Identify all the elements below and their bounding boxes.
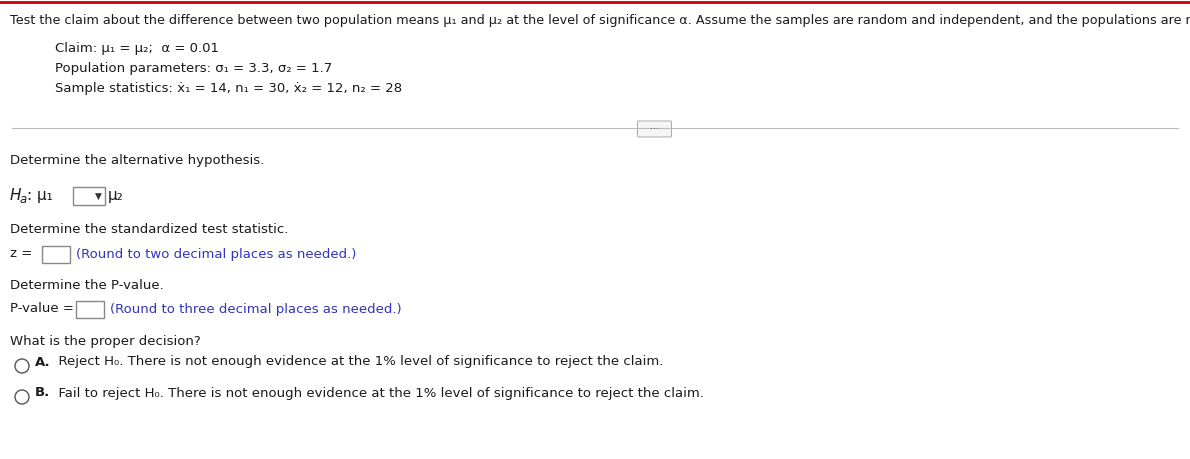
Text: Determine the alternative hypothesis.: Determine the alternative hypothesis.: [10, 154, 264, 167]
Text: a: a: [20, 193, 27, 206]
Text: Determine the P-value.: Determine the P-value.: [10, 279, 164, 292]
Bar: [42, 246, 70, 263]
Text: ···: ···: [650, 124, 659, 134]
Text: μ₂: μ₂: [108, 188, 124, 203]
Text: Reject H₀. There is not enough evidence at the 1% level of significance to rejec: Reject H₀. There is not enough evidence …: [50, 356, 663, 369]
Bar: [76, 301, 104, 318]
Bar: [73, 187, 105, 205]
Text: z =: z =: [10, 247, 37, 260]
FancyBboxPatch shape: [638, 121, 671, 137]
Text: H: H: [10, 188, 21, 203]
Text: Sample statistics: ẋ₁ = 14, n₁ = 30, ẋ₂ = 12, n₂ = 28: Sample statistics: ẋ₁ = 14, n₁ = 30, ẋ₂ …: [55, 82, 402, 95]
Text: What is the proper decision?: What is the proper decision?: [10, 335, 201, 348]
Text: Claim: μ₁ = μ₂;  α = 0.01: Claim: μ₁ = μ₂; α = 0.01: [55, 42, 219, 55]
Text: Test the claim about the difference between two population means μ₁ and μ₂ at th: Test the claim about the difference betw…: [10, 14, 1190, 27]
Text: ▼: ▼: [94, 191, 101, 201]
Text: Population parameters: σ₁ = 3.3, σ₂ = 1.7: Population parameters: σ₁ = 3.3, σ₂ = 1.…: [55, 62, 332, 75]
Text: P-value =: P-value =: [10, 302, 79, 315]
Text: A.: A.: [35, 356, 51, 369]
Text: : μ₁: : μ₁: [27, 188, 52, 203]
Text: (Round to two decimal places as needed.): (Round to two decimal places as needed.): [76, 248, 356, 261]
Text: Determine the standardized test statistic.: Determine the standardized test statisti…: [10, 223, 288, 236]
Text: (Round to three decimal places as needed.): (Round to three decimal places as needed…: [109, 303, 402, 316]
Text: Fail to reject H₀. There is not enough evidence at the 1% level of significance : Fail to reject H₀. There is not enough e…: [50, 386, 703, 399]
Text: B.: B.: [35, 386, 50, 399]
